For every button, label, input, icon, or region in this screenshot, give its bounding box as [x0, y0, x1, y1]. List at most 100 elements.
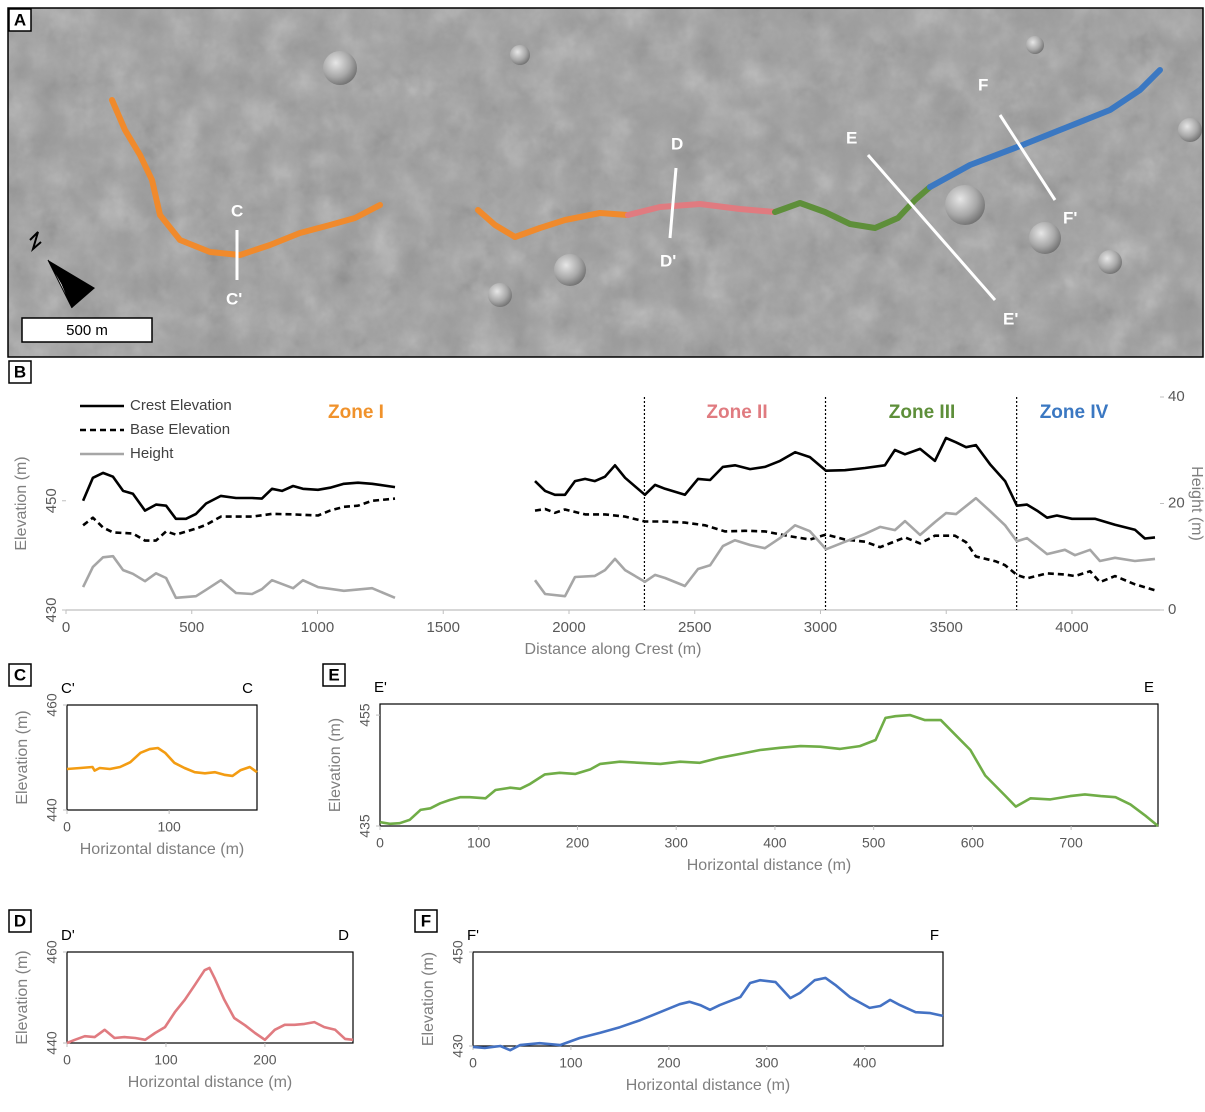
y2-tick-label: 20 [1168, 494, 1185, 511]
x-tick-label: 100 [559, 1055, 583, 1071]
zone-label: Zone III [889, 402, 956, 423]
x-tick-label: 1500 [427, 619, 460, 636]
x-tick-label: 3000 [804, 619, 837, 636]
zone-label: Zone II [706, 402, 767, 423]
crater [1029, 222, 1061, 254]
y-tick-label: 430 [450, 1034, 466, 1058]
x-tick-label: 200 [253, 1052, 277, 1068]
y-axis-title: Elevation (m) [14, 950, 31, 1044]
panel-letter: B [14, 362, 26, 381]
series-line [67, 748, 257, 776]
panel-letter: F [421, 911, 431, 930]
x-axis-title: Horizontal distance (m) [80, 841, 245, 858]
x-tick-label: 300 [665, 835, 689, 851]
x-tick-label: 100 [157, 819, 181, 835]
x-axis-title: Horizontal distance (m) [626, 1077, 791, 1094]
series-line [473, 978, 943, 1050]
legend-label: Height [130, 445, 174, 462]
plot-frame [67, 705, 257, 810]
x-tick-label: 200 [657, 1055, 681, 1071]
x-tick-label: 500 [179, 619, 204, 636]
x-tick-label: 600 [961, 835, 985, 851]
y2-axis-title: Height (m) [1188, 466, 1205, 541]
panel-letter: A [14, 10, 26, 29]
series-line [380, 715, 1158, 826]
map-texture [8, 8, 1203, 357]
x-tick-label: 3500 [930, 619, 963, 636]
series-line [83, 438, 1155, 539]
x-axis-title: Distance along Crest (m) [525, 641, 702, 658]
y-tick-label: 435 [357, 814, 373, 838]
x-tick-label: 0 [63, 819, 71, 835]
y-axis-title: Elevation (m) [327, 718, 344, 812]
profile-end-label: E [1144, 679, 1154, 696]
profile-start-label: C' [61, 680, 75, 697]
profile-label: E [846, 128, 857, 147]
legend-label: Base Elevation [130, 421, 230, 438]
x-tick-label: 700 [1059, 835, 1083, 851]
series-line [67, 968, 353, 1043]
y-tick-label: 430 [43, 597, 60, 622]
x-tick-label: 500 [862, 835, 886, 851]
map-panel: C C' D D' E E' F F' 500 m [8, 8, 1203, 357]
profile-label: C' [226, 289, 242, 308]
profile-start-label: E' [374, 679, 387, 696]
y-axis-title: Elevation (m) [14, 710, 31, 804]
crater [945, 185, 985, 225]
x-tick-label: 100 [154, 1052, 178, 1068]
x-tick-label: 300 [755, 1055, 779, 1071]
plot-frame [473, 952, 943, 1046]
y-tick-label: 440 [44, 798, 60, 822]
crater [1026, 36, 1044, 54]
plot-frame [380, 704, 1158, 826]
x-tick-label: 2000 [552, 619, 585, 636]
x-tick-label: 2500 [678, 619, 711, 636]
panel-letter: C [14, 665, 26, 684]
crater [510, 45, 530, 65]
y-axis-title: Elevation (m) [13, 456, 30, 550]
crater [554, 254, 586, 286]
profile-label: C [231, 201, 243, 220]
profile-label: E' [1003, 309, 1018, 328]
profile-end-label: C [242, 680, 253, 697]
profile-label: D [671, 134, 683, 153]
y-tick-label: 460 [44, 693, 60, 717]
figure: C C' D D' E E' F F' 500 m A B C D E F 0 5… [0, 0, 1205, 1112]
x-tick-label: 0 [62, 619, 70, 636]
profile-label: D' [660, 251, 676, 270]
zone-label: Zone I [328, 402, 384, 423]
y2-tick-label: 0 [1168, 601, 1176, 618]
x-tick-label: 1000 [301, 619, 334, 636]
scale-label: 500 m [66, 322, 108, 339]
zone-label: Zone IV [1040, 402, 1109, 423]
page: C C' D D' E E' F F' 500 m A B C D E F 0 5… [0, 0, 1205, 1112]
profile-start-label: F' [467, 927, 479, 944]
x-tick-label: 0 [63, 1052, 71, 1068]
x-tick-label: 200 [566, 835, 590, 851]
series-line [83, 499, 1155, 591]
x-axis-title: Horizontal distance (m) [128, 1074, 293, 1091]
profile-start-label: D' [61, 927, 75, 944]
series-line [83, 498, 1155, 598]
x-tick-label: 0 [469, 1055, 477, 1071]
crater [1098, 250, 1122, 274]
profile-label: F' [1063, 208, 1077, 227]
panel-letter: E [328, 665, 339, 684]
profile-end-label: F [930, 927, 939, 944]
y-tick-label: 450 [450, 940, 466, 964]
profile-label: F [978, 75, 988, 94]
y-tick-label: 460 [44, 940, 60, 964]
x-tick-label: 400 [853, 1055, 877, 1071]
x-tick-label: 4000 [1055, 619, 1088, 636]
x-axis-title: Horizontal distance (m) [687, 857, 852, 874]
y-tick-label: 455 [357, 703, 373, 727]
profile-end-label: D [338, 927, 349, 944]
plot-frame [67, 952, 353, 1043]
y-axis-title: Elevation (m) [420, 952, 437, 1046]
y-tick-label: 450 [43, 488, 60, 513]
x-tick-label: 100 [467, 835, 491, 851]
crater [488, 283, 512, 307]
legend-label: Crest Elevation [130, 397, 232, 414]
crater [323, 51, 357, 85]
